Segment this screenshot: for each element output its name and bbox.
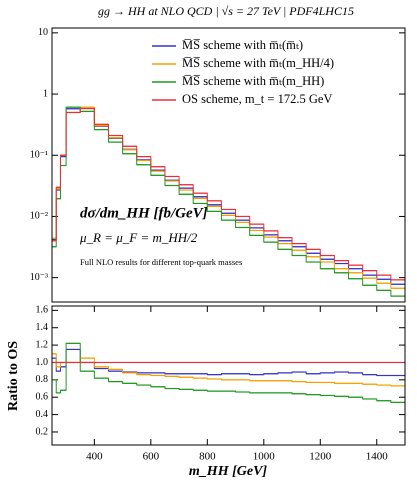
x-tick-label: 400 [86,451,103,463]
y-tick-label: 1.0 [36,357,49,368]
y-tick-label: 1.6 [36,305,49,316]
y-tick-label: 10 [38,27,48,38]
y-tick-label: 10⁻² [30,211,48,222]
annotation: dσ/dm_HH [fb/GeV] [80,205,208,221]
legend-label: M̅S̅ scheme with m̅ₜ(m_HH) [182,74,324,88]
x-tick-label: 1200 [309,451,332,463]
plot-frame [51,27,406,303]
legend-label: M̅S̅ scheme with m̅ₜ(m_HH/4) [182,56,334,70]
chart-title: gg → HH at NLO QCD | √s = 27 TeV | PDF4L… [98,4,354,18]
legend-label: M̅S̅ scheme with m̅ₜ(m̅ₜ) [182,38,303,52]
legend-label: OS scheme, m_t = 172.5 GeV [182,92,332,106]
y-tick-label: 0.6 [36,392,49,403]
x-tick-label: 1000 [253,451,276,463]
x-axis-label: m_HH [GeV] [189,464,267,479]
y-tick-label: 1.4 [36,322,49,333]
y-tick-label: 0.2 [36,426,49,437]
annotation: Full NLO results for different top-quark… [80,257,242,267]
y-axis-label: Ratio to OS [6,341,21,411]
x-tick-label: 800 [199,451,216,463]
y-tick-label: 10⁻³ [30,272,48,283]
y-tick-label: 1.2 [36,339,49,350]
step-connector [52,106,405,297]
plot-frame [51,305,406,446]
step-connector [52,108,405,281]
y-tick-label: 0.8 [36,374,49,385]
x-tick-label: 600 [143,451,160,463]
y-tick-label: 10⁻¹ [30,150,48,161]
step-connector [52,353,405,387]
x-tick-label: 1400 [366,451,389,463]
y-tick-label: 0.4 [36,409,49,420]
y-tick-label: 1 [43,88,48,99]
annotation: μ_R = μ_F = m_HH/2 [79,230,198,245]
